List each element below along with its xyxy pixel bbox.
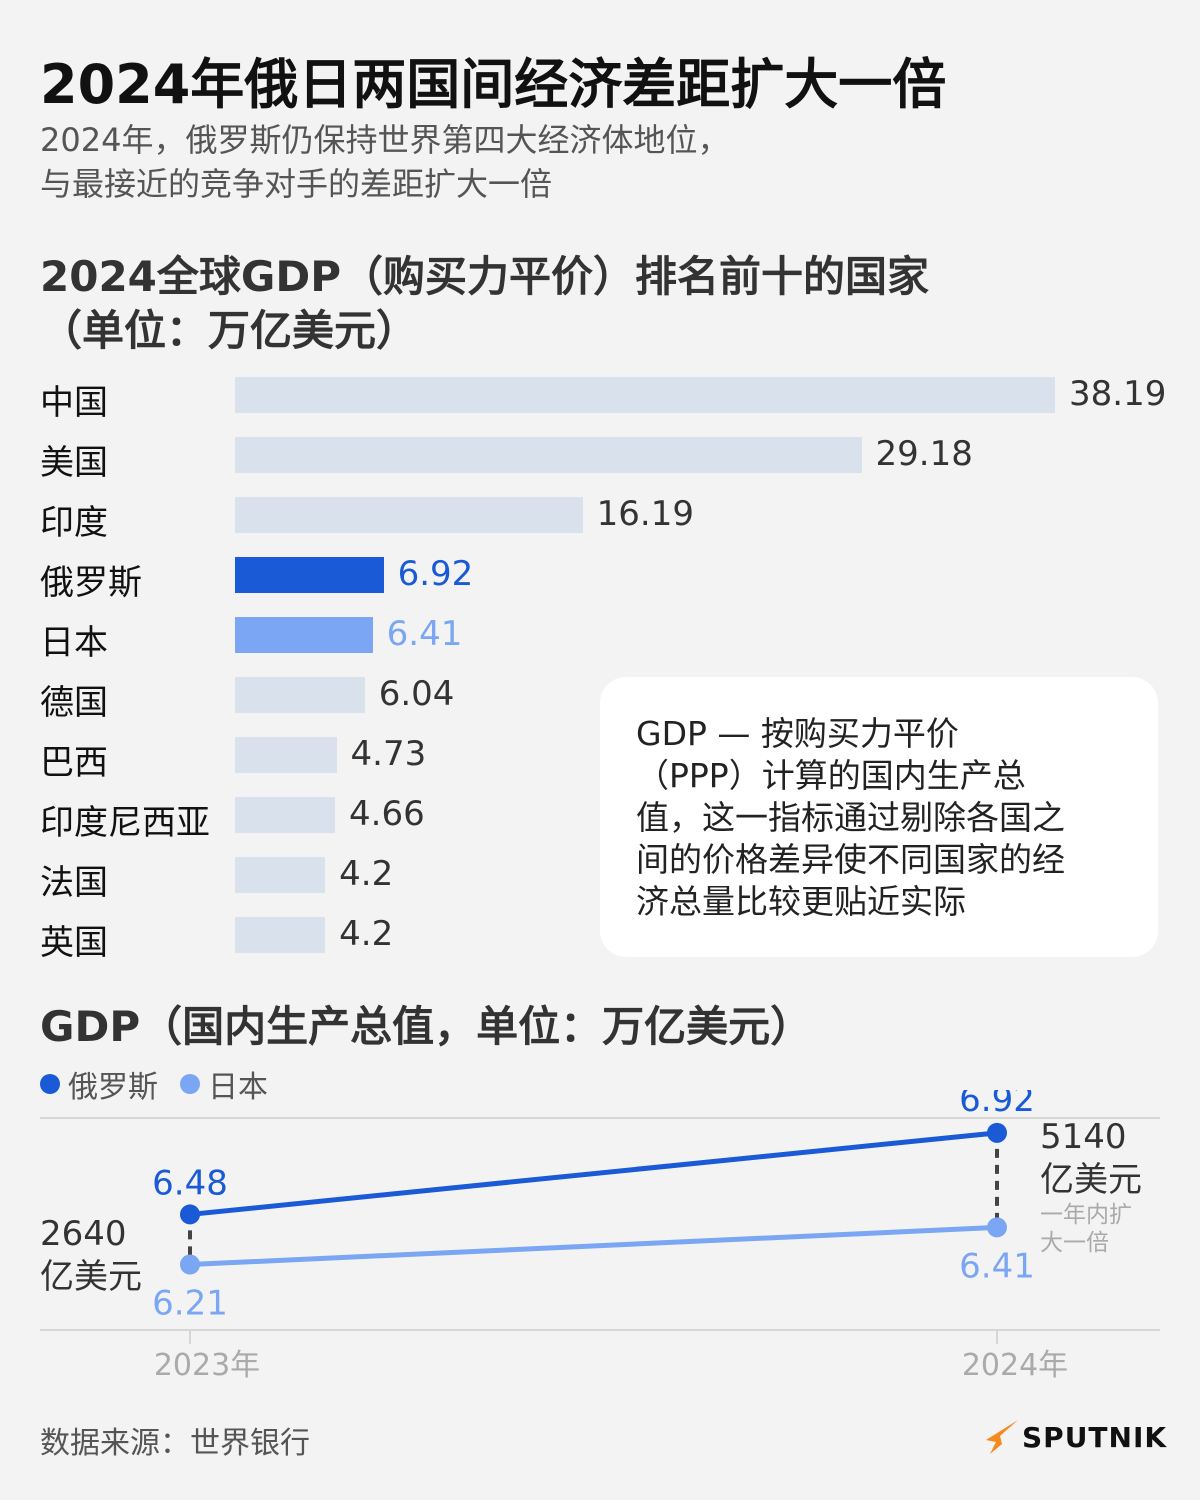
bar-value-label: 4.73 bbox=[350, 734, 427, 774]
data-point-japan bbox=[180, 1254, 200, 1275]
page-title: 2024年俄日两国间经济差距扩大一倍 bbox=[40, 53, 947, 116]
legend-item-japan: 日本 bbox=[180, 1062, 268, 1106]
bar bbox=[235, 617, 373, 653]
bar-category-label: 俄罗斯 bbox=[40, 563, 142, 603]
note-line: GDP — 按购买力平价 bbox=[636, 714, 959, 753]
data-label: 6.21 bbox=[152, 1284, 228, 1324]
line-chart-title: GDP（国内生产总值，单位：万亿美元） bbox=[40, 1002, 813, 1051]
legend-dot-russia-icon bbox=[40, 1074, 60, 1094]
bar-category-label: 英国 bbox=[40, 923, 108, 963]
bar bbox=[235, 857, 326, 893]
legend-label: 日本 bbox=[208, 1070, 268, 1105]
data-point-russia bbox=[180, 1204, 200, 1225]
data-label: 6.92 bbox=[959, 1090, 1035, 1120]
note-line: （PPP）计算的国内生产总 bbox=[636, 756, 1026, 795]
definition-note: GDP — 按购买力平价 （PPP）计算的国内生产总 值，这一指标通过剔除各国之… bbox=[600, 677, 1158, 957]
sputnik-logo: SPUTNIK bbox=[982, 1420, 1167, 1454]
bar-category-label: 中国 bbox=[40, 383, 108, 423]
bar-category-label: 日本 bbox=[40, 623, 108, 663]
data-label: 6.48 bbox=[152, 1163, 228, 1203]
note-line: 间的价格差异使不同国家的经 bbox=[636, 840, 1065, 879]
bar-value-label: 6.04 bbox=[378, 674, 455, 714]
bar-value-label: 4.2 bbox=[339, 854, 394, 894]
bar-chart-title: 2024全球GDP（购买力平价）排名前十的国家 （单位：万亿美元） bbox=[40, 250, 929, 358]
bar bbox=[235, 677, 365, 713]
bar bbox=[235, 917, 326, 953]
bar bbox=[235, 497, 583, 533]
legend-dot-japan-icon bbox=[180, 1074, 200, 1094]
x-tick-label: 2023年 bbox=[154, 1348, 260, 1383]
data-label: 6.41 bbox=[959, 1246, 1035, 1286]
gap-unit-2024: 亿美元 bbox=[1040, 1160, 1142, 1200]
legend-item-russia: 俄罗斯 bbox=[40, 1062, 158, 1106]
data-point-japan bbox=[987, 1217, 1007, 1238]
line-chart-legend: 俄罗斯 日本 bbox=[40, 1062, 290, 1106]
note-line: 值，这一指标通过剔除各国之 bbox=[636, 798, 1065, 837]
bar-chart-unit-line: （单位：万亿美元） bbox=[40, 306, 419, 355]
bar-value-label: 6.92 bbox=[397, 554, 474, 594]
series-line-russia bbox=[189, 1130, 998, 1217]
bar-category-label: 美国 bbox=[40, 443, 108, 483]
line-chart: 2023年 2024年6.486.926.216.412640亿美元5140亿美元… bbox=[40, 1090, 1160, 1383]
note-line: 济总量比较更贴近实际 bbox=[636, 882, 966, 921]
bar-value-label: 6.41 bbox=[386, 614, 463, 654]
bar-value-label: 29.18 bbox=[875, 434, 973, 474]
bar-value-label: 16.19 bbox=[596, 494, 694, 534]
sputnik-logo-icon bbox=[986, 1420, 1018, 1454]
bar bbox=[235, 377, 1055, 413]
bar bbox=[235, 557, 384, 593]
bar bbox=[235, 797, 336, 833]
subtitle-line: 2024年，俄罗斯仍保持世界第四大经济体地位， bbox=[40, 121, 730, 159]
gap-value-2023: 2640 bbox=[40, 1214, 127, 1254]
legend-label: 俄罗斯 bbox=[68, 1070, 158, 1105]
bar-category-label: 德国 bbox=[40, 683, 108, 723]
logo-text: SPUTNIK bbox=[1022, 1420, 1168, 1454]
bar-category-label: 印度尼西亚 bbox=[40, 803, 210, 843]
bar-value-label: 4.2 bbox=[339, 914, 394, 954]
gap-note: 一年内扩 bbox=[1040, 1202, 1132, 1228]
series-line-japan bbox=[189, 1224, 998, 1268]
data-source: 数据来源：世界银行 bbox=[40, 1426, 310, 1461]
bar-category-label: 法国 bbox=[40, 863, 108, 903]
gap-unit-2023: 亿美元 bbox=[40, 1257, 142, 1297]
bar-value-label: 38.19 bbox=[1069, 374, 1167, 414]
gap-note: 大一倍 bbox=[1040, 1230, 1109, 1256]
data-point-russia bbox=[987, 1122, 1007, 1143]
gap-value-2024: 5140 bbox=[1040, 1117, 1127, 1157]
x-tick-label: 2024年 bbox=[962, 1348, 1068, 1383]
subtitle-line: 与最接近的竞争对手的差距扩大一倍 bbox=[40, 165, 553, 203]
bar bbox=[235, 737, 337, 773]
bar-value-label: 4.66 bbox=[349, 794, 425, 834]
bar bbox=[235, 437, 862, 473]
bar-category-label: 印度 bbox=[40, 503, 108, 543]
bar-category-label: 巴西 bbox=[40, 743, 108, 783]
page-subtitle: 2024年，俄罗斯仍保持世界第四大经济体地位， 与最接近的竞争对手的差距扩大一倍 bbox=[40, 118, 1140, 206]
bar-chart-title-line: 2024全球GDP（购买力平价）排名前十的国家 bbox=[40, 252, 930, 301]
